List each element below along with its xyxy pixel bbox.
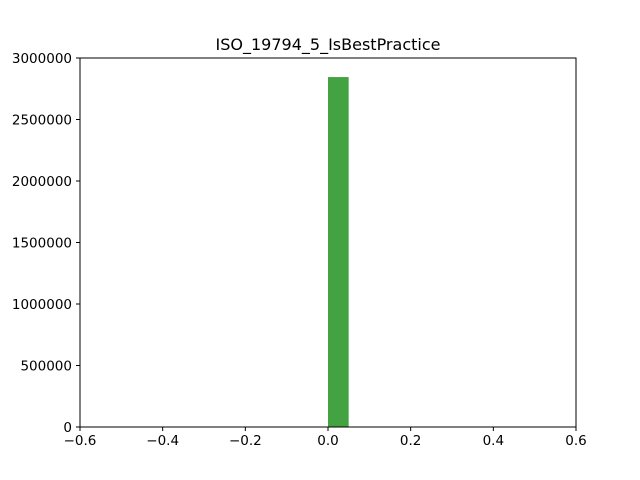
chart-title: ISO_19794_5_IsBestPractice <box>216 35 441 55</box>
y-tick-label: 3000000 <box>12 51 72 67</box>
y-axis: 0 500000 1000000 1500000 2000000 2500000 30000… <box>12 51 80 436</box>
x-tick-label: −0.4 <box>146 433 179 449</box>
x-tick-label: 0.2 <box>400 433 421 449</box>
y-tick-label: 500000 <box>20 359 72 375</box>
x-tick-label: 0.6 <box>565 433 586 449</box>
y-tick-label: 1500000 <box>12 236 72 252</box>
y-tick-label: 2500000 <box>12 113 72 129</box>
bar-0 <box>328 77 349 427</box>
x-axis: −0.6 −0.4 −0.2 0.0 0.2 0.4 0.6 <box>64 427 587 449</box>
bars-layer <box>328 77 349 427</box>
y-tick-label: 1000000 <box>12 297 72 313</box>
x-tick-label: 0.0 <box>317 433 338 449</box>
x-tick-label: 0.4 <box>483 433 504 449</box>
x-tick-label: −0.6 <box>64 433 97 449</box>
y-tick-label: 0 <box>63 420 72 436</box>
y-tick-label: 2000000 <box>12 174 72 190</box>
x-tick-label: −0.2 <box>229 433 262 449</box>
